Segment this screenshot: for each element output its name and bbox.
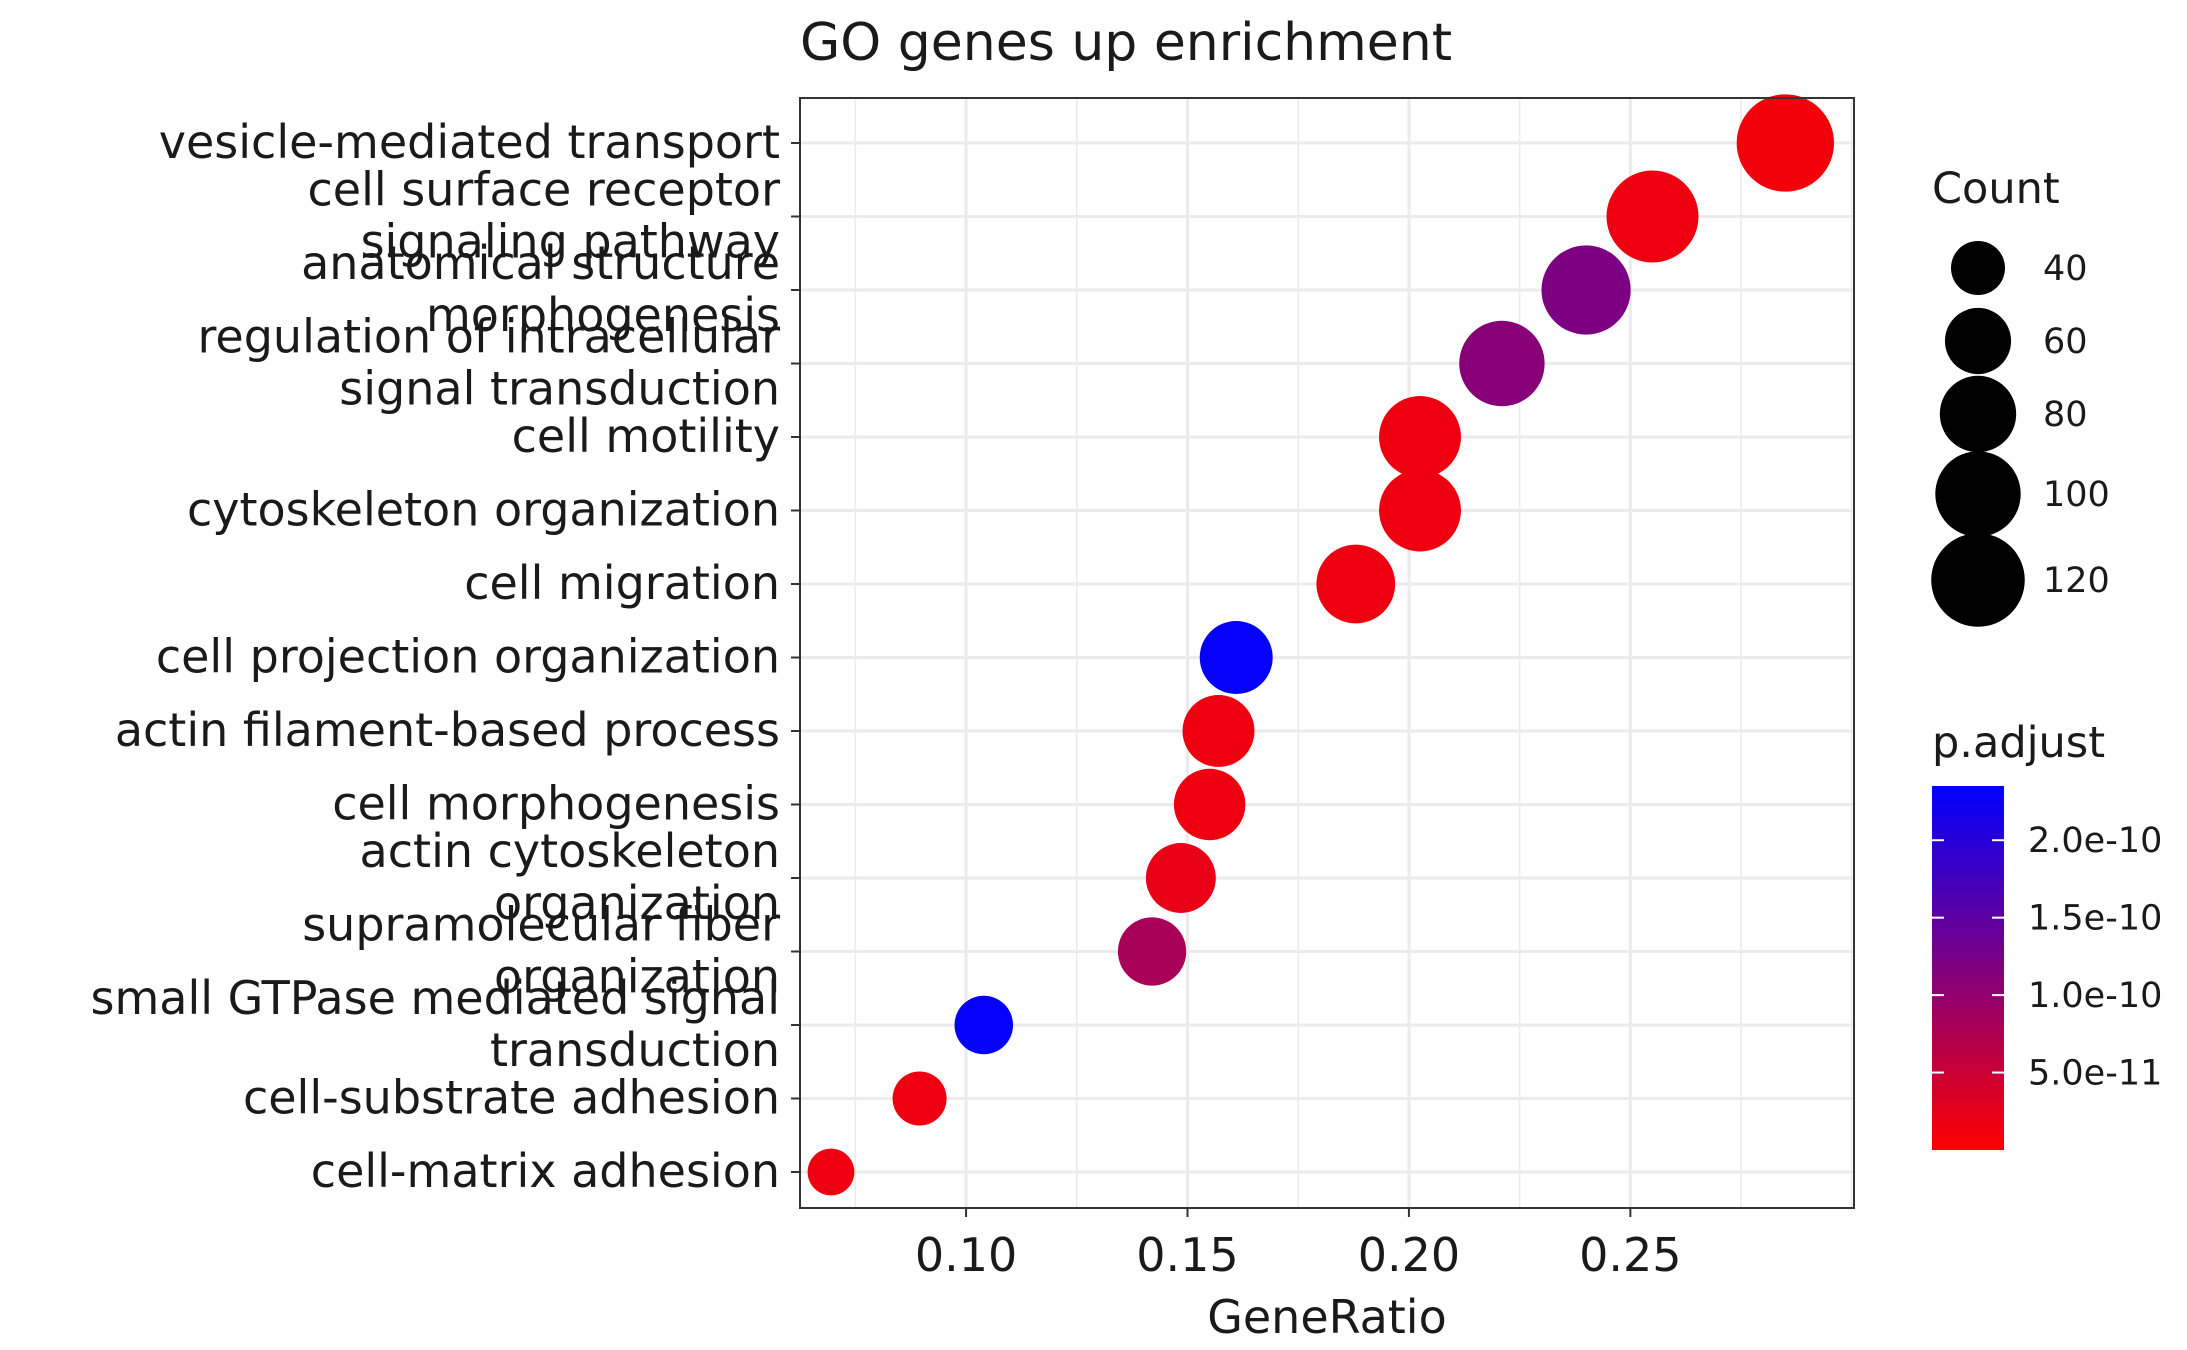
y-tick-label: supramolecular fiber organization xyxy=(302,898,780,1004)
y-tick-label: cell motility xyxy=(512,409,780,463)
data-point xyxy=(1173,768,1246,841)
y-tick-label: cell projection organization xyxy=(156,630,780,684)
count-legend: Count 40 60 80 100 120 xyxy=(1931,164,2110,627)
chart-title: GO genes up enrichment xyxy=(800,13,1452,73)
y-tick-label: anatomical structure morphogenesis xyxy=(301,236,780,342)
data-point xyxy=(1379,396,1461,478)
count-legend-label: 80 xyxy=(2043,395,2088,435)
data-point xyxy=(892,1071,947,1126)
x-tick-label: 0.20 xyxy=(1358,1228,1460,1282)
data-point xyxy=(807,1148,855,1196)
p-adjust-legend-title: p.adjust xyxy=(1932,718,2105,768)
y-tick-label: small GTPase mediated signal transduction xyxy=(90,971,780,1077)
x-tick-label: 0.25 xyxy=(1579,1228,1681,1282)
y-tick-label: actin filament-based process xyxy=(115,703,780,757)
color-bar-label: 1.5e-10 xyxy=(2028,899,2162,939)
data-point xyxy=(1736,94,1835,192)
count-legend-title: Count xyxy=(1932,164,2060,214)
count-legend-label: 60 xyxy=(2043,322,2088,362)
data-point xyxy=(1606,170,1699,263)
p-adjust-legend: p.adjust 5.0e-11 1.0e-10 1.5e-10 2.0e-10 xyxy=(1932,718,2162,1150)
color-bar-label: 1.0e-10 xyxy=(2028,976,2162,1016)
y-tick-label: cell migration xyxy=(464,556,780,610)
y-tick-label: cell-substrate adhesion xyxy=(243,1071,780,1125)
data-point xyxy=(1316,544,1396,624)
count-legend-key xyxy=(1950,240,2006,296)
data-point xyxy=(1182,695,1255,767)
count-legend-label: 100 xyxy=(2043,475,2110,515)
y-tick-label: actin cytoskeleton organization xyxy=(360,824,780,930)
y-tick-label: cytoskeleton organization xyxy=(187,483,780,537)
color-bar-label: 5.0e-11 xyxy=(2028,1054,2162,1094)
x-axis-title: GeneRatio xyxy=(1207,1290,1447,1344)
plot-panel-border xyxy=(799,97,1855,1209)
x-tick-label: 0.10 xyxy=(915,1228,1017,1282)
data-point xyxy=(1117,917,1187,986)
y-tick-label: cell surface receptor signaling pathway xyxy=(308,163,781,269)
data-points xyxy=(807,94,1835,1196)
y-tick-label: cell-matrix adhesion xyxy=(311,1144,780,1198)
data-point xyxy=(1379,469,1461,552)
y-tick-label: cell morphogenesis xyxy=(332,777,780,831)
data-point xyxy=(1145,843,1216,913)
data-point xyxy=(1541,245,1631,335)
x-tick-label: 0.15 xyxy=(1136,1228,1238,1282)
x-axis: 0.10 0.15 0.20 0.25 xyxy=(915,1208,1682,1282)
data-point xyxy=(1459,320,1545,407)
color-bar xyxy=(1932,786,2004,1150)
color-bar-label: 2.0e-10 xyxy=(2028,821,2162,861)
count-legend-label: 120 xyxy=(2043,561,2110,601)
y-tick-label: vesicle-mediated transport xyxy=(159,115,780,169)
data-point xyxy=(954,995,1014,1055)
y-tick-label: regulation of intracellular signal transd… xyxy=(198,310,781,416)
count-legend-label: 40 xyxy=(2043,249,2088,289)
count-legend-key xyxy=(1935,451,2021,537)
count-legend-key xyxy=(1939,375,2017,453)
grid-lines xyxy=(800,98,1854,1208)
data-point xyxy=(1199,621,1273,694)
count-legend-key xyxy=(1944,307,2012,375)
count-legend-key xyxy=(1931,533,2025,627)
